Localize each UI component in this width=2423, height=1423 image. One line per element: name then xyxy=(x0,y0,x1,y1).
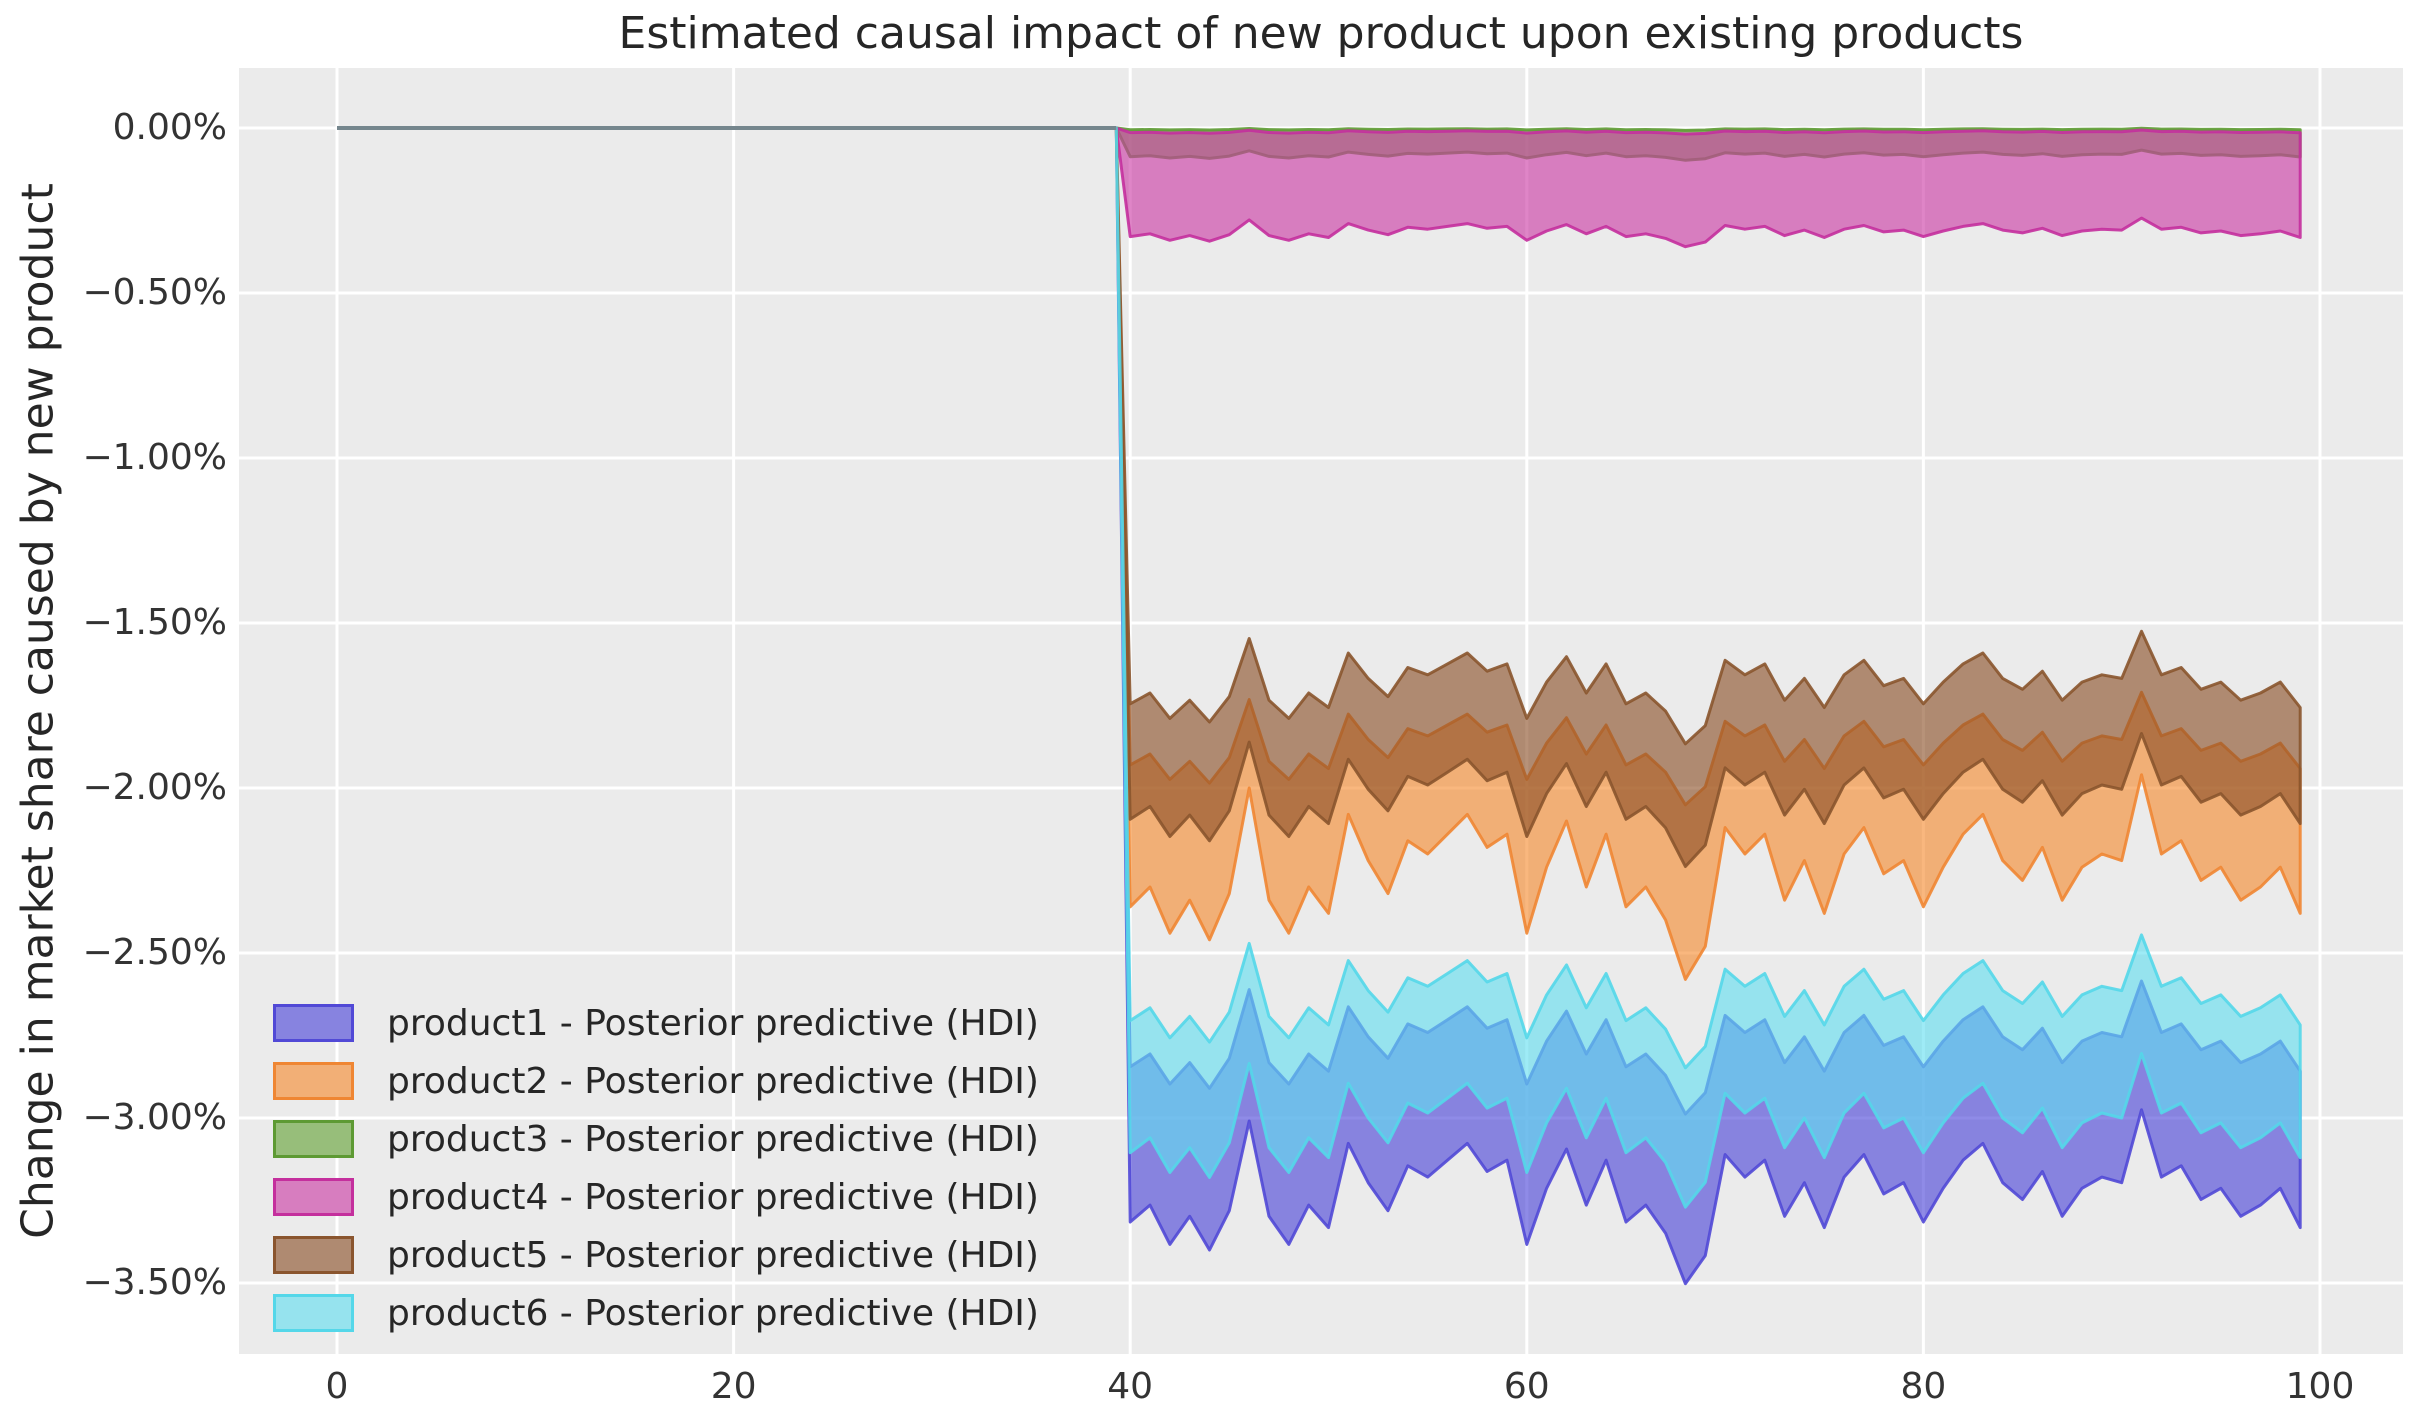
y-tick-label: −3.00% xyxy=(82,1097,227,1138)
x-tick-label: 40 xyxy=(1107,1366,1154,1407)
band-product6 xyxy=(1114,126,2302,1209)
y-tick-label: −2.00% xyxy=(82,767,227,808)
chart-title: Estimated causal impact of new product u… xyxy=(618,8,2024,59)
y-tick-label: −2.50% xyxy=(82,932,227,973)
legend-swatch-icon xyxy=(273,1004,354,1042)
legend-swatch-icon xyxy=(273,1062,354,1100)
y-axis-label: Change in market share caused by new pro… xyxy=(12,183,64,1239)
legend-swatch-icon xyxy=(273,1294,354,1332)
legend-item: product2 - Posterior predictive (HDI) xyxy=(273,1052,1039,1110)
x-tick-label: 80 xyxy=(1900,1366,1947,1407)
legend-item: product6 - Posterior predictive (HDI) xyxy=(273,1284,1039,1342)
x-tick-label: 60 xyxy=(1503,1366,1550,1407)
legend-item: product3 - Posterior predictive (HDI) xyxy=(273,1110,1039,1168)
y-tick-label: −1.50% xyxy=(82,602,227,643)
x-tick-label: 20 xyxy=(710,1366,757,1407)
legend-swatch-icon xyxy=(273,1178,354,1216)
legend-label: product1 - Posterior predictive (HDI) xyxy=(387,1002,1039,1044)
x-tick-label: 0 xyxy=(325,1366,349,1407)
band-product5 xyxy=(1114,126,2302,868)
legend-label: product6 - Posterior predictive (HDI) xyxy=(387,1292,1039,1334)
legend-label: product4 - Posterior predictive (HDI) xyxy=(387,1176,1039,1218)
y-tick-label: −3.50% xyxy=(82,1262,227,1303)
legend-item: product1 - Posterior predictive (HDI) xyxy=(273,994,1039,1052)
legend-label: product3 - Posterior predictive (HDI) xyxy=(387,1118,1039,1160)
y-tick-label: −1.00% xyxy=(82,437,227,478)
x-tick-label: 100 xyxy=(2285,1366,2355,1407)
legend-label: product2 - Posterior predictive (HDI) xyxy=(387,1060,1039,1102)
legend-swatch-icon xyxy=(273,1120,354,1158)
y-tick-label: −0.50% xyxy=(82,272,227,313)
band-product4 xyxy=(1114,126,2302,249)
y-tick-label: 0.00% xyxy=(112,107,227,148)
legend: product1 - Posterior predictive (HDI) pro… xyxy=(273,994,1039,1342)
legend-label: product5 - Posterior predictive (HDI) xyxy=(387,1234,1039,1276)
legend-swatch-icon xyxy=(273,1236,354,1274)
legend-item: product5 - Posterior predictive (HDI) xyxy=(273,1226,1039,1284)
legend-item: product4 - Posterior predictive (HDI) xyxy=(273,1168,1039,1226)
